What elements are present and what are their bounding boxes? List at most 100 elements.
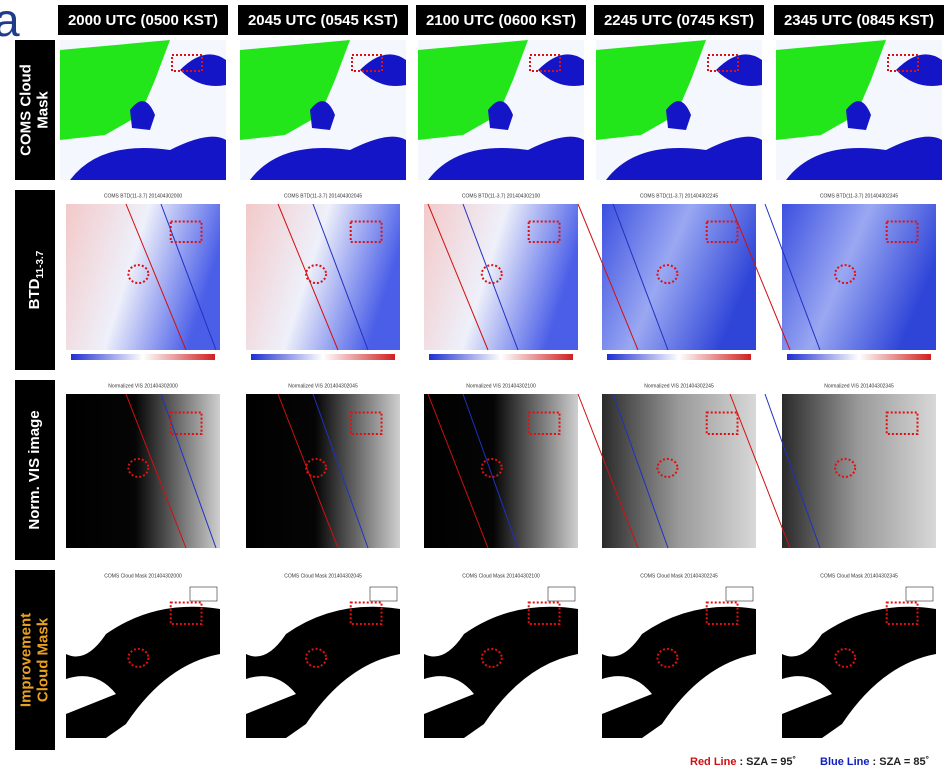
- panel-title: COMS Cloud Mask 201404302100: [462, 573, 540, 579]
- roi-box: [527, 220, 561, 243]
- panel: COMS Cloud Mask 201404302345: [782, 573, 936, 738]
- sza-95-line: [125, 393, 187, 549]
- column-header: 2045 UTC (0545 KST): [248, 12, 398, 29]
- panel: Normalized VIS 201404302100: [424, 383, 578, 549]
- panel-image: [424, 204, 578, 350]
- roi-box: [527, 601, 561, 626]
- cloud-mask: [70, 136, 226, 180]
- cloud-mask: [606, 136, 762, 180]
- cloud-area: [642, 654, 756, 738]
- sza-85-line: [612, 203, 669, 351]
- column-header-bg: [594, 5, 764, 35]
- roi-box: [527, 411, 561, 436]
- roi-circle: [656, 647, 679, 668]
- roi-circle: [305, 457, 328, 478]
- map-legend: [725, 586, 754, 602]
- sza-95-line: [729, 393, 791, 549]
- panel: COMS BTD(11-3.7) 201404302100: [424, 193, 578, 360]
- legend-text: : SZA = 95˚: [739, 756, 796, 768]
- row-label-line: Improvement: [17, 613, 34, 707]
- panel: COMS Cloud Mask 201404302000: [66, 573, 220, 738]
- panel-image: [782, 394, 936, 548]
- column-header-bg: [416, 5, 586, 35]
- cloud-mask: [130, 101, 155, 130]
- roi-circle: [834, 457, 857, 478]
- panel: [776, 40, 942, 180]
- panel-title: COMS BTD(11-3.7) 201404302045: [284, 193, 363, 199]
- panel-title: COMS BTD(11-3.7) 201404302000: [104, 193, 183, 199]
- roi-box: [529, 54, 561, 72]
- panel: [418, 40, 584, 180]
- cloud-area: [782, 584, 936, 657]
- cloud-mask: [488, 101, 513, 130]
- sza-95-line: [427, 203, 489, 351]
- cloud-area: [424, 676, 474, 714]
- roi-circle: [480, 647, 503, 668]
- cloud-mask: [666, 101, 691, 130]
- sza-85-line: [312, 393, 369, 549]
- panel: Normalized VIS 201404302000: [66, 383, 220, 549]
- sza-85-line: [764, 203, 821, 351]
- roi-box: [351, 54, 383, 72]
- sza-95-line: [125, 203, 187, 351]
- panel: COMS BTD(11-3.7) 201404302045: [246, 193, 400, 360]
- sza-95-line: [427, 393, 489, 549]
- legend-entry: Blue Line: SZA = 85˚: [820, 756, 929, 768]
- panel-title: Normalized VIS 201404302245: [644, 383, 714, 389]
- land-mask: [418, 40, 528, 140]
- roi-circle: [305, 647, 328, 668]
- map-legend: [369, 586, 398, 602]
- panel: [596, 40, 762, 180]
- cloud-area: [424, 584, 578, 657]
- panel: COMS BTD(11-3.7) 201404302345: [729, 193, 936, 360]
- roi-box: [169, 220, 203, 243]
- panel: Normalized VIS 201404302245: [577, 383, 756, 549]
- panel-title: COMS Cloud Mask 201404302045: [284, 573, 362, 579]
- roi-circle: [127, 264, 150, 285]
- panel-title: COMS BTD(11-3.7) 201404302245: [640, 193, 719, 199]
- row-label: Norm. VIS image: [26, 410, 43, 529]
- roi-circle: [480, 457, 503, 478]
- row-label-bg: [15, 40, 55, 180]
- roi-circle: [656, 264, 679, 285]
- panel: COMS Cloud Mask 201404302100: [424, 573, 578, 738]
- roi-box: [885, 220, 919, 243]
- land-mask: [60, 40, 170, 140]
- column-header: 2245 UTC (0745 KST): [604, 12, 754, 29]
- sza-95-line: [277, 203, 339, 351]
- sza-95-line: [729, 203, 791, 351]
- panel: [60, 40, 226, 180]
- panel-title: COMS Cloud Mask 201404302345: [820, 573, 898, 579]
- cloud-area: [782, 676, 832, 714]
- panel-image: [246, 204, 400, 350]
- roi-box: [705, 220, 739, 243]
- cloud-mask: [846, 101, 871, 130]
- cloud-mask: [428, 136, 584, 180]
- cloud-area: [106, 654, 220, 738]
- panel-image: [424, 394, 578, 548]
- row-label-line: Mask: [34, 91, 51, 129]
- sza-85-line: [612, 393, 669, 549]
- panel: COMS BTD(11-3.7) 201404302000: [66, 193, 220, 360]
- panel-title: COMS BTD(11-3.7) 201404302100: [462, 193, 541, 199]
- panel: Normalized VIS 201404302045: [246, 383, 400, 549]
- roi-box: [169, 601, 203, 626]
- row-label-line: Norm. VIS image: [26, 410, 43, 529]
- panel: COMS Cloud Mask 201404302045: [246, 573, 400, 738]
- figure-label: a: [0, 0, 20, 46]
- cloud-area: [246, 584, 400, 657]
- column-header: 2000 UTC (0500 KST): [68, 12, 218, 29]
- row-label-bg: [15, 190, 55, 370]
- roi-circle: [127, 457, 150, 478]
- colorbar: [607, 354, 751, 360]
- panel-image: [782, 204, 936, 350]
- legend-name: Red Line: [690, 756, 736, 768]
- roi-circle: [656, 457, 679, 478]
- sza-95-line: [277, 393, 339, 549]
- panel: COMS BTD(11-3.7) 201404302245: [577, 193, 756, 360]
- row-label-bg: [15, 570, 55, 750]
- column-header: 2345 UTC (0845 KST): [784, 12, 934, 29]
- map-legend: [905, 586, 934, 602]
- panel-title: Normalized VIS 201404302045: [288, 383, 358, 389]
